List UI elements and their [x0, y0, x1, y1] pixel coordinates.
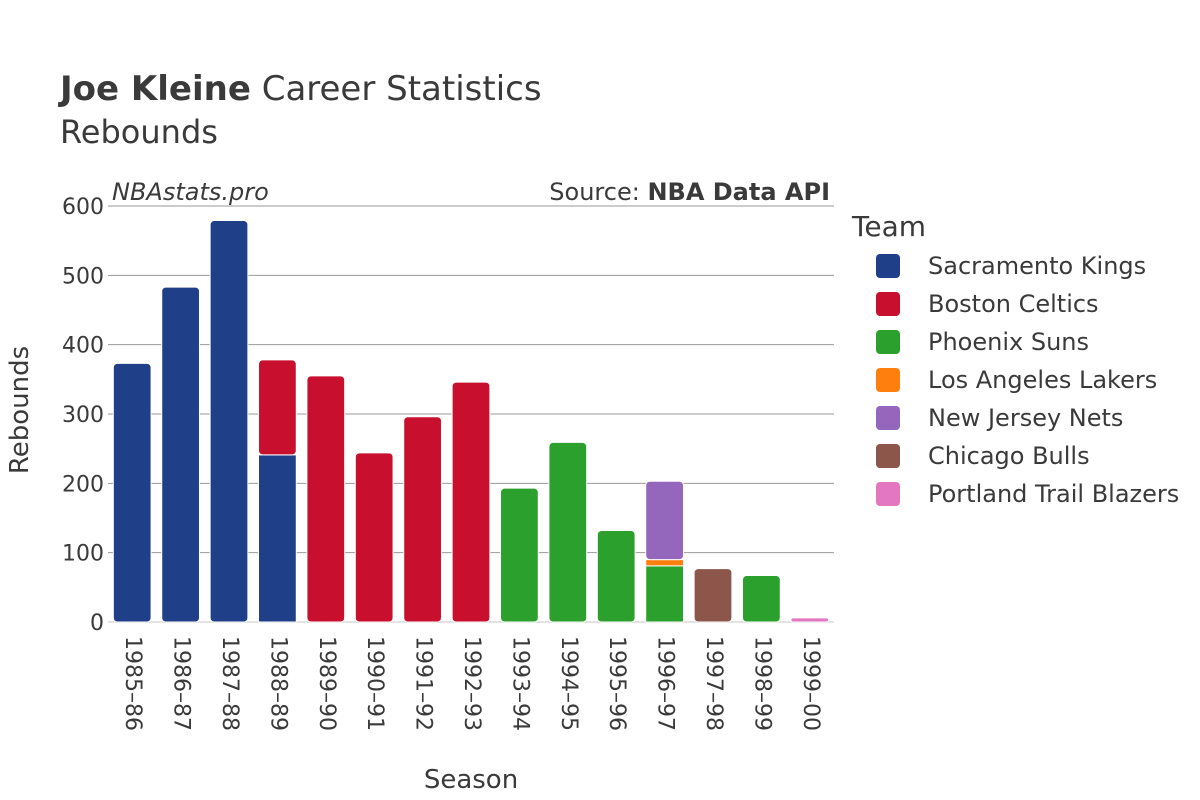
- source-prefix: Source:: [549, 178, 647, 206]
- bar-sacramento-kings: [161, 286, 200, 623]
- bars: [112, 220, 830, 623]
- source-name: NBA Data API: [647, 178, 830, 206]
- legend-item-new-jersey-nets: New Jersey Nets: [928, 404, 1123, 432]
- legend-item-chicago-bulls: Chicago Bulls: [928, 442, 1090, 470]
- legend-swatch-new-jersey-nets: [876, 406, 900, 430]
- y-tick-labels: 0 100 200 300 400 500 600: [62, 195, 104, 636]
- bar-boston-celtics: [451, 381, 491, 623]
- y-tick-label: 0: [90, 611, 104, 636]
- bar-phoenix-suns: [548, 441, 588, 623]
- legend-item-portland-trail-blazers: Portland Trail Blazers: [928, 480, 1179, 508]
- bar-sacramento-kings: [209, 220, 249, 623]
- chart-title-player: Joe Kleine: [58, 69, 251, 109]
- bar-chicago-bulls: [693, 568, 733, 623]
- x-tick-label: 1989–90: [314, 636, 339, 731]
- legend-swatch-chicago-bulls: [876, 444, 900, 468]
- watermark: NBAstats.pro: [112, 178, 269, 206]
- x-tick-label: 1994–95: [556, 636, 581, 731]
- legend-item-sacramento-kings: Sacramento Kings: [928, 252, 1146, 280]
- bar-boston-celtics: [354, 452, 394, 623]
- x-tick-label: 1991–92: [411, 636, 436, 731]
- x-axis-label: Season: [424, 765, 518, 795]
- bar-phoenix-suns: [742, 575, 781, 623]
- bar-boston-celtics: [403, 416, 442, 623]
- chart-title-rest: Career Statistics: [251, 69, 542, 109]
- y-tick-label: 500: [62, 264, 104, 289]
- x-tick-labels: 1985–86 1986–87 1987–88 1988–89 1989–90 1990–…: [120, 636, 823, 731]
- bar-phoenix-suns: [645, 565, 684, 623]
- x-tick-label: 1986–87: [169, 636, 194, 731]
- x-tick-label: 1992–93: [459, 636, 484, 731]
- bar-portland-trail-blazers: [790, 617, 830, 623]
- legend-item-phoenix-suns: Phoenix Suns: [928, 328, 1089, 356]
- legend-item-los-angeles-lakers: Los Angeles Lakers: [928, 366, 1157, 394]
- y-tick-label: 300: [62, 403, 104, 428]
- x-tick-label: 1987–88: [217, 636, 242, 731]
- bar-phoenix-suns: [500, 487, 539, 623]
- x-tick-label: 1998–99: [749, 636, 774, 731]
- y-tick-label: 600: [62, 195, 104, 220]
- x-tick-label: 1995–96: [604, 636, 629, 731]
- legend-swatch-sacramento-kings: [876, 254, 900, 278]
- chart-subtitle: Rebounds: [60, 113, 218, 151]
- y-tick-label: 200: [62, 472, 104, 497]
- x-tick-label: 1985–86: [120, 636, 145, 731]
- chart-title: Joe Kleine Career Statistics: [58, 69, 542, 109]
- x-tick-label: 1996–97: [653, 636, 678, 731]
- bar-boston-celtics: [306, 375, 346, 623]
- y-tick-label: 400: [62, 334, 104, 359]
- bar-phoenix-suns: [596, 529, 636, 623]
- bar-sacramento-kings: [258, 454, 297, 623]
- bar-new-jersey-nets: [645, 480, 684, 561]
- legend-swatch-phoenix-suns: [876, 330, 900, 354]
- y-tick-label: 100: [62, 542, 104, 567]
- legend-swatch-portland-trail-blazers: [876, 482, 900, 506]
- legend-swatch-boston-celtics: [876, 292, 900, 316]
- bar-los-angeles-lakers: [645, 559, 684, 567]
- legend-swatch-los-angeles-lakers: [876, 368, 900, 392]
- source-note: Source: NBA Data API: [549, 178, 830, 206]
- legend: Sacramento Kings Boston Celtics Phoenix Su…: [876, 252, 1179, 508]
- legend-title: Team: [851, 210, 926, 243]
- legend-item-boston-celtics: Boston Celtics: [928, 290, 1099, 318]
- x-tick-label: 1999–00: [798, 636, 823, 731]
- x-tick-label: 1993–94: [507, 636, 532, 731]
- bar-sacramento-kings: [112, 362, 152, 623]
- x-tick-label: 1990–91: [362, 636, 387, 731]
- x-tick-label: 1988–89: [265, 636, 290, 731]
- y-axis-label: Rebounds: [5, 346, 35, 474]
- x-tick-label: 1997–98: [701, 636, 726, 731]
- bar-boston-celtics: [258, 359, 297, 456]
